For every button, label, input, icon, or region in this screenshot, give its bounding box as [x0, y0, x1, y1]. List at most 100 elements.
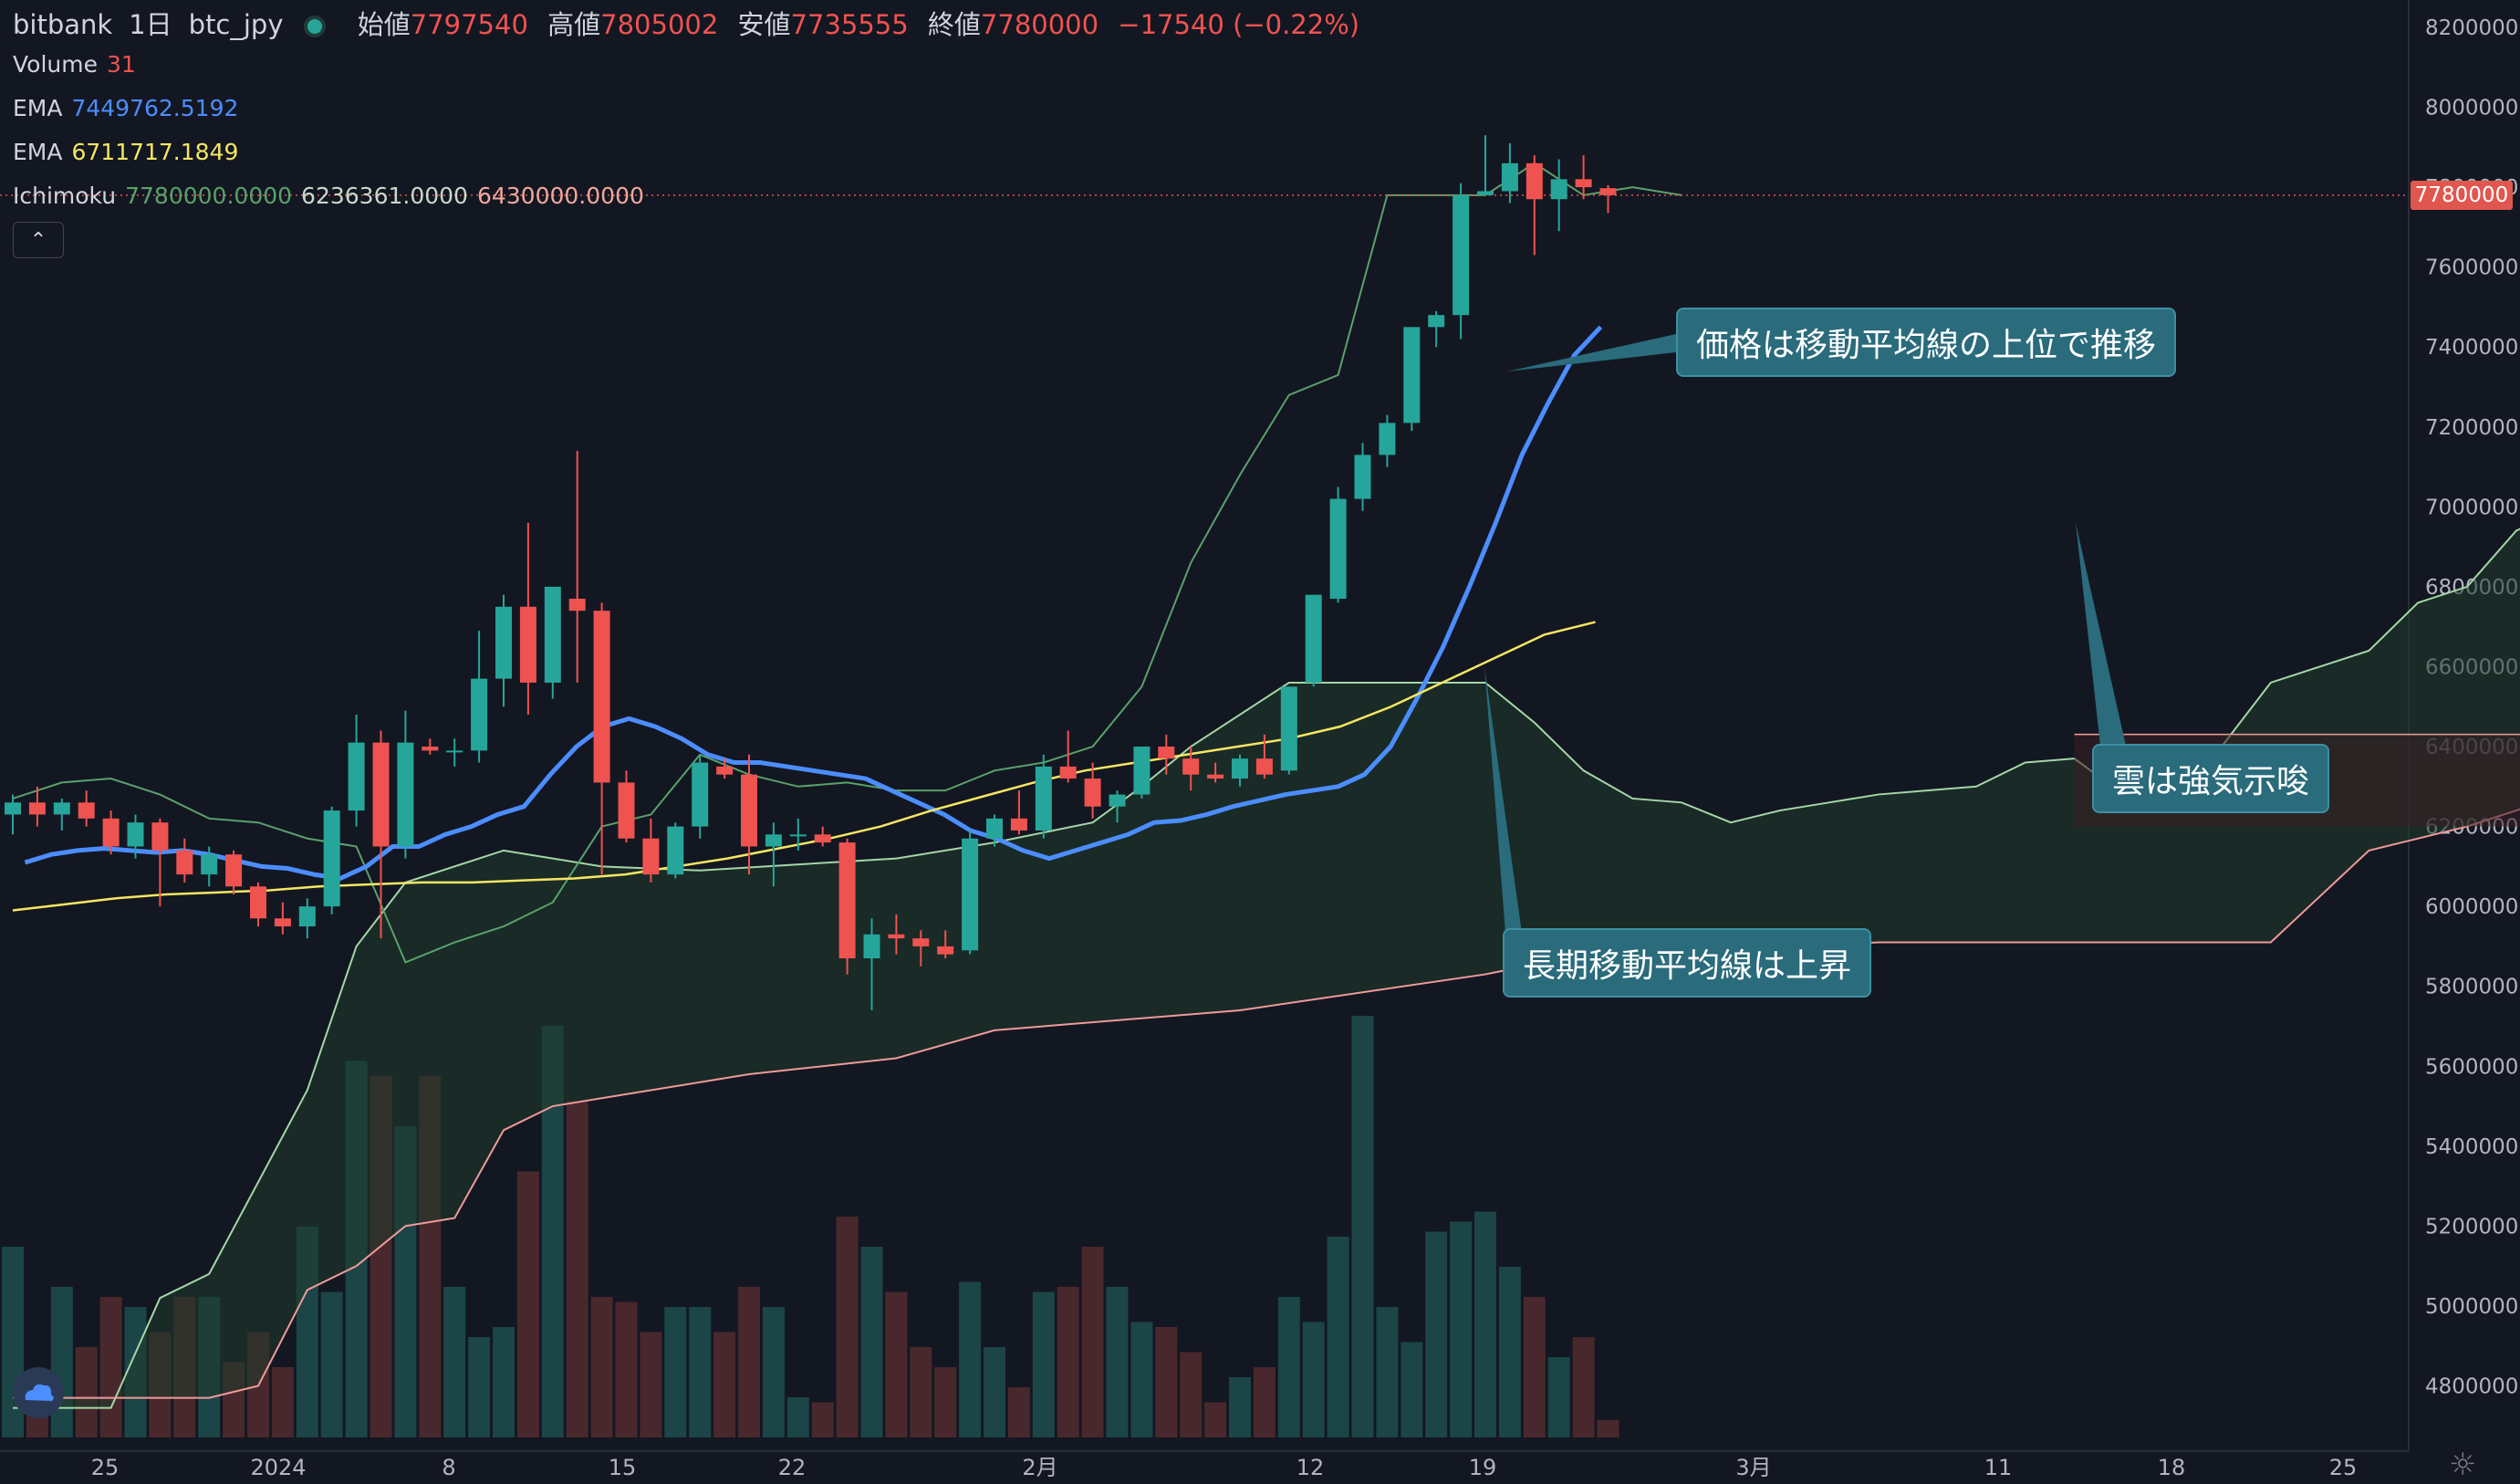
volume-bar	[1474, 1211, 1496, 1437]
candle-body	[1354, 455, 1371, 499]
volume-bar	[1229, 1377, 1251, 1437]
candle-body	[53, 802, 70, 815]
candle-body	[176, 850, 193, 875]
candle-body	[863, 934, 880, 959]
candle-body	[1232, 758, 1248, 779]
candle-body	[1501, 162, 1518, 192]
callout-cloud-bullish: 雲は強気示唆	[2092, 744, 2330, 813]
candle-body	[323, 810, 340, 907]
ema-long-legend[interactable]: EMA 6711717.1849	[13, 139, 238, 165]
volume-bar	[689, 1307, 712, 1437]
x-tick-label: 15	[609, 1455, 637, 1480]
volume-bar	[1597, 1419, 1619, 1437]
callout-pointer	[1507, 334, 1676, 371]
low-label: 安値	[737, 9, 791, 40]
last-price-label: 7780000	[2411, 181, 2513, 210]
volume-bar	[443, 1287, 466, 1437]
x-tick-label: 2月	[1022, 1455, 1057, 1480]
high-value: 7805002	[600, 9, 719, 40]
candle-body	[618, 782, 635, 839]
x-tick-label: 25	[2329, 1455, 2358, 1480]
candle-body	[519, 606, 536, 683]
candle-body	[1329, 498, 1347, 600]
volume-bar	[320, 1291, 343, 1437]
candle-body	[765, 834, 782, 847]
volume-bar	[1498, 1267, 1521, 1437]
candle-body	[1059, 766, 1077, 779]
candle-body	[667, 826, 684, 875]
chevron-up-icon: ⌃	[29, 229, 47, 252]
candle-body	[912, 938, 930, 946]
candle-body	[593, 611, 610, 783]
interval-label[interactable]: 1日	[129, 9, 172, 40]
x-tick-label: 2024	[250, 1455, 306, 1480]
candle-body	[642, 838, 660, 875]
x-tick-label: 18	[2158, 1455, 2186, 1480]
volume-bar	[493, 1327, 515, 1437]
candle-body	[78, 802, 95, 819]
volume-bar	[75, 1347, 98, 1437]
volume-bar	[811, 1402, 834, 1437]
y-tick-label: 7400000	[2425, 336, 2518, 360]
candle-body	[1158, 747, 1175, 759]
x-tick-label: 22	[778, 1455, 807, 1480]
volume-bar	[1155, 1327, 1178, 1437]
candle-body	[1453, 194, 1470, 316]
y-tick-label: 6000000	[2425, 895, 2518, 919]
y-tick-label: 5600000	[2425, 1055, 2518, 1079]
candle-body	[1526, 162, 1543, 200]
ema-short-legend[interactable]: EMA 7449762.5192	[13, 95, 238, 121]
x-tick-label: 3月	[1735, 1455, 1771, 1480]
gear-icon[interactable]: ☼	[2449, 1447, 2477, 1483]
tradingview-logo-icon[interactable]	[13, 1367, 64, 1418]
open-label: 始値	[357, 9, 411, 40]
ichimoku-legend[interactable]: Ichimoku 7780000.0000 6236361.0000 6430000.…	[13, 183, 644, 209]
candle-body	[937, 946, 954, 955]
ichimoku-cloud	[13, 528, 2520, 1408]
x-tick-label: 25	[91, 1455, 120, 1480]
candle-body	[1305, 594, 1322, 683]
candle-body	[986, 818, 1003, 839]
ema-long-value: 6711717.1849	[71, 139, 239, 165]
ema-short-label: EMA	[13, 95, 63, 121]
volume-legend[interactable]: Volume 31	[13, 51, 136, 78]
volume-bar	[934, 1367, 957, 1437]
volume-bar	[566, 1101, 588, 1437]
ema-long-line	[12, 621, 1596, 912]
volume-bar	[99, 1297, 122, 1437]
x-tick-label: 11	[1984, 1455, 2013, 1480]
volume-bar	[1081, 1247, 1104, 1437]
volume-bar	[959, 1281, 982, 1437]
candle-body	[888, 934, 905, 939]
market-status-icon	[303, 16, 326, 37]
candle-body	[1575, 179, 1592, 188]
y-tick-label: 8200000	[2425, 16, 2518, 40]
volume-value: 31	[106, 51, 136, 78]
volume-bar	[1547, 1357, 1570, 1437]
symbol-name[interactable]: bitbank	[13, 9, 113, 40]
candle-body	[102, 818, 120, 847]
volume-bar	[713, 1332, 736, 1437]
candle-body	[716, 766, 734, 775]
volume-bar	[1401, 1342, 1423, 1437]
candle-body	[1133, 747, 1151, 795]
candle-body	[1477, 191, 1494, 195]
volume-bar	[1523, 1297, 1546, 1437]
x-tick-label: 12	[1296, 1455, 1325, 1480]
callout-price-above-ma: 価格は移動平均線の上位で推移	[1676, 308, 2177, 377]
collapse-legend-button[interactable]: ⌃	[13, 222, 64, 258]
volume-bar	[762, 1307, 785, 1437]
volume-bar	[738, 1287, 760, 1437]
candle-body	[1035, 766, 1052, 831]
pair-label[interactable]: btc_jpy	[188, 9, 284, 40]
candle-body	[1207, 774, 1224, 779]
candle-body	[1084, 779, 1101, 807]
y-tick-label: 4800000	[2425, 1374, 2518, 1398]
volume-bar	[1572, 1337, 1595, 1437]
low-value: 7735555	[790, 9, 909, 40]
ichimoku-tenkan-value: 7780000.0000	[125, 183, 293, 209]
volume-bar	[1277, 1297, 1300, 1437]
candle-body	[838, 842, 856, 959]
candle-body	[568, 599, 586, 611]
